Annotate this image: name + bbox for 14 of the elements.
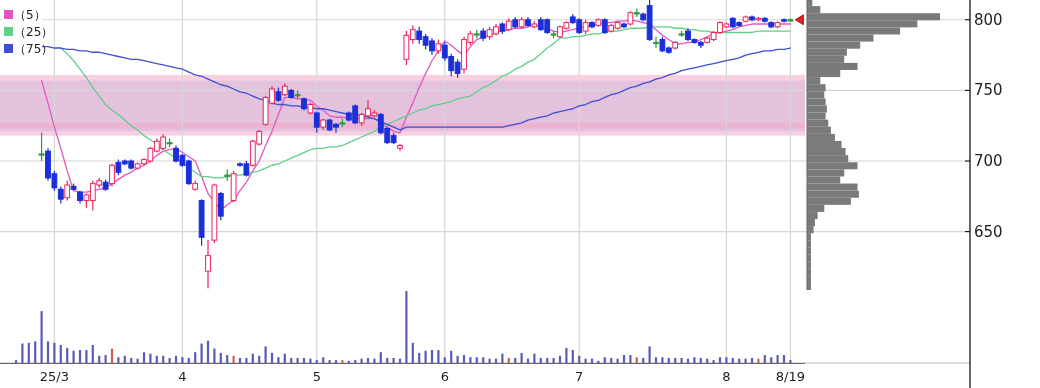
x-tick-label: 8: [722, 369, 731, 384]
y-tick-label: 700: [974, 152, 1003, 171]
x-tick-label: 6: [440, 369, 449, 384]
y-tick-label: 800: [974, 10, 1003, 29]
x-tick-label: 25/3: [39, 369, 69, 384]
y-tick-label: 750: [974, 81, 1003, 100]
x-tick-label: 5: [312, 369, 321, 384]
legend-label: （25）: [14, 25, 54, 39]
x-tick-label: 7: [575, 369, 584, 384]
x-tick-label: 8/19: [775, 369, 805, 384]
legend-label: （75）: [14, 42, 54, 56]
x-tick-label: 4: [178, 369, 187, 384]
y-tick-label: 650: [974, 222, 1003, 241]
legend-label: （5）: [14, 8, 46, 22]
